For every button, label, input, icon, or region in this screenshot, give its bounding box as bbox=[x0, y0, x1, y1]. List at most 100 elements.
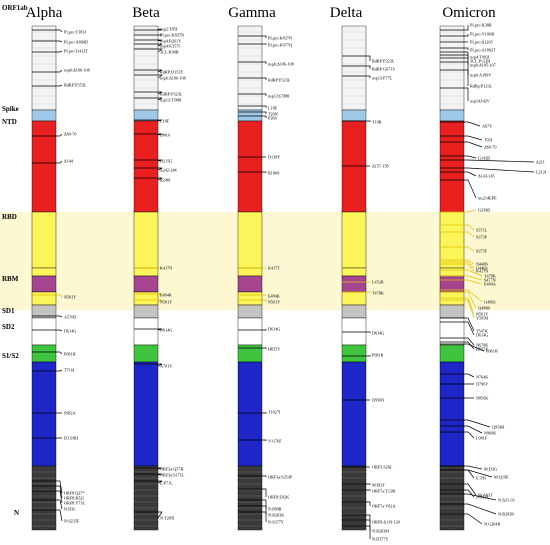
mutation-label: P681H bbox=[64, 352, 76, 357]
mutation-leader-line bbox=[342, 75, 371, 78]
bar-segment-rbm bbox=[237, 275, 263, 293]
mutation-label: ORF8:R52I bbox=[64, 496, 84, 501]
mutation-leader-line bbox=[238, 93, 267, 96]
mutation-leader-line bbox=[134, 39, 163, 42]
mutation-leader-line bbox=[238, 294, 267, 296]
bar-segment-tail bbox=[439, 465, 465, 531]
bar-segment-s2 bbox=[439, 361, 465, 467]
mutation-label: Δ69-70 bbox=[484, 145, 496, 150]
mutation-label: PLpro:I1412T bbox=[64, 49, 88, 54]
mutation-label: L212I bbox=[536, 170, 547, 175]
mutation-label: Δ242-244 bbox=[160, 168, 178, 173]
mutation-label: RdRP:P553L bbox=[64, 83, 87, 88]
bar-segment-rbd bbox=[237, 211, 263, 269]
mutation-label: Δ69-70 bbox=[64, 132, 76, 137]
variant-omicron-column: Omicron PLpro:K38R PLpro:V1069I PLpro:Δ1265… bbox=[439, 5, 547, 531]
mutation-leader-line bbox=[238, 61, 267, 64]
mutation-label: T716I bbox=[64, 368, 75, 373]
mutation-label: K417N bbox=[160, 266, 172, 271]
mutation-leader-line bbox=[440, 224, 475, 231]
mutation-leader-line bbox=[440, 246, 475, 252]
mutation-label: PLpro:V1069I bbox=[470, 32, 495, 37]
mutation-leader-line bbox=[32, 69, 63, 73]
mutation-leader-line bbox=[440, 299, 475, 319]
mutation-leader-line bbox=[238, 105, 267, 108]
mutation-leader-line bbox=[440, 373, 475, 378]
bar-segment-tail bbox=[133, 465, 159, 531]
bar-segment-rbm-upper bbox=[341, 267, 367, 277]
region-label-rbm: RBM bbox=[2, 275, 19, 283]
mutation-label: H655Y bbox=[268, 347, 280, 352]
mutation-leader-line bbox=[238, 439, 267, 441]
mutation-label: V1176F bbox=[268, 439, 282, 444]
mutation-label: RdRp:P323L bbox=[470, 84, 493, 89]
mutation-label: A67V bbox=[482, 124, 492, 129]
mutation-label: ORF3a:Q57H bbox=[160, 467, 184, 472]
mutation-label: S982A bbox=[64, 411, 76, 416]
mutation-label: N:Δ31-33 bbox=[498, 498, 515, 503]
bar-segment-sd2 bbox=[341, 317, 367, 346]
mutation-label: ORF3a:S171L bbox=[160, 473, 185, 478]
variant-title-gamma: Gamma bbox=[228, 5, 276, 21]
mutation-leader-line bbox=[238, 171, 267, 173]
mutation-label: S371L bbox=[476, 228, 488, 233]
mutation-label: E484K bbox=[160, 293, 172, 298]
mutation-leader-line bbox=[134, 48, 164, 53]
mutation-label: N856K bbox=[476, 396, 488, 401]
mutation-label: PLpro:A890D bbox=[64, 40, 88, 45]
mutation-label: ORF3a:S253P bbox=[268, 475, 293, 480]
mutation-label: Y505H bbox=[476, 316, 488, 321]
mutation-label: nsp2:T85I bbox=[160, 27, 178, 32]
bar-segment-s2 bbox=[31, 361, 57, 467]
mutation-label: PLpro:K38R bbox=[470, 23, 492, 28]
mutation-label: Q498R bbox=[478, 306, 490, 311]
mutation-leader-line bbox=[134, 167, 163, 171]
mutation-leader-line bbox=[342, 355, 371, 357]
mutation-leader-line bbox=[134, 480, 163, 484]
mutation-label: nsp13:P77L bbox=[372, 76, 393, 81]
mutation-label: N501Y bbox=[64, 295, 76, 300]
bar-segment-rbm-lower bbox=[237, 291, 263, 306]
mutation-leader-line bbox=[342, 331, 371, 333]
variant-title-beta: Beta bbox=[132, 5, 160, 21]
mutation-leader-line bbox=[440, 317, 475, 332]
mutation-label: S477N bbox=[484, 278, 496, 283]
mutation-leader-line bbox=[440, 341, 475, 350]
mutation-label: T19R bbox=[372, 120, 382, 125]
mutation-leader-line bbox=[134, 511, 163, 519]
mutation-leader-line bbox=[440, 493, 497, 501]
mutation-leader-line bbox=[440, 269, 483, 277]
mutation-label: Q954H bbox=[492, 425, 504, 430]
mutation-label: N440K bbox=[476, 262, 488, 267]
mutation-leader-line bbox=[32, 160, 63, 164]
mutation-label: nsp4:R261Y bbox=[160, 39, 181, 44]
mutation-label: T478K bbox=[372, 291, 384, 296]
mutation-leader-line bbox=[342, 55, 371, 61]
mutation-leader-line bbox=[32, 50, 63, 53]
mutation-label: T20N bbox=[268, 112, 278, 117]
bar-segment-rbm bbox=[439, 275, 465, 293]
mutation-label: D80A bbox=[160, 133, 170, 138]
bar-segment-s2 bbox=[237, 361, 263, 467]
mutation-label: M:I82T bbox=[372, 483, 385, 488]
mutation-label: nsp4:K357I bbox=[160, 44, 180, 49]
bar-segment-rbm-lower bbox=[31, 291, 57, 306]
bar-segment-sd2 bbox=[133, 317, 159, 346]
bar-segment-spike-top bbox=[439, 109, 465, 122]
mutation-leader-line bbox=[440, 469, 493, 478]
mutation-leader-line bbox=[32, 499, 63, 510]
mutation-leader-line bbox=[342, 483, 371, 485]
variant-delta-column: Delta RdRP:P323L RdRP:G671S nsp13:P77L T19R Δ… bbox=[330, 5, 400, 542]
mutation-leader-line bbox=[342, 489, 371, 491]
mutation-leader-line bbox=[440, 261, 475, 269]
region-label-orf1ab: ORF1ab bbox=[2, 4, 28, 12]
bar-segment-s1s2 bbox=[439, 344, 465, 363]
mutation-leader-line bbox=[238, 77, 267, 80]
bar-segment-rbd bbox=[439, 211, 465, 269]
mutation-label: N679K bbox=[476, 343, 488, 348]
mutation-label: M:D3G bbox=[484, 467, 497, 472]
mutation-label: K417T bbox=[268, 266, 280, 271]
variant-title-delta: Delta bbox=[330, 5, 363, 21]
mutation-label: nsp13:E588I bbox=[268, 94, 290, 99]
